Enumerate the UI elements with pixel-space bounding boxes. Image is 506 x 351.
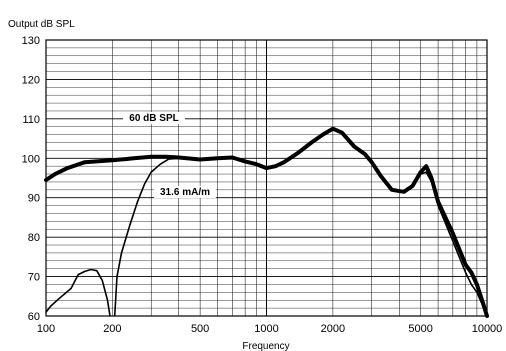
y-tick-label: 120 xyxy=(22,74,40,86)
x-tick-label: 500 xyxy=(191,323,209,335)
annotation-label: 31.6 mA/m xyxy=(160,187,210,198)
series-group xyxy=(44,126,489,318)
series-line-2 xyxy=(45,268,111,317)
x-tick-label: 5000 xyxy=(408,323,432,335)
y-axis-ticks: 60 70 80 90 100 110 120 130 xyxy=(22,35,40,323)
y-tick-label: 70 xyxy=(28,272,40,284)
annotation-label: 60 dB SPL xyxy=(129,113,178,124)
annotation-background xyxy=(123,112,185,124)
grid xyxy=(46,40,487,316)
y-axis-label: Output dB SPL xyxy=(8,19,75,30)
x-tick-label: 100 xyxy=(37,323,55,335)
y-tick-label: 130 xyxy=(22,35,40,47)
annotation-background xyxy=(154,186,216,198)
y-tick-label: 60 xyxy=(28,311,40,323)
y-tick-label: 80 xyxy=(28,232,40,244)
x-axis-label: Frequency xyxy=(242,341,289,351)
y-tick-label: 100 xyxy=(22,153,40,165)
x-tick-label: 200 xyxy=(103,323,121,335)
x-tick-label: 10000 xyxy=(472,323,503,335)
x-tick-label: 2000 xyxy=(321,323,345,335)
x-tick-label: 1000 xyxy=(254,323,278,335)
y-tick-label: 110 xyxy=(22,114,40,126)
y-tick-label: 90 xyxy=(28,193,40,205)
x-axis-ticks: 100 200 500 1000 2000 5000 10000 xyxy=(37,323,502,335)
series-line-3 xyxy=(113,127,488,317)
annotations: 60 dB SPL 31.6 mA/m xyxy=(123,112,216,198)
